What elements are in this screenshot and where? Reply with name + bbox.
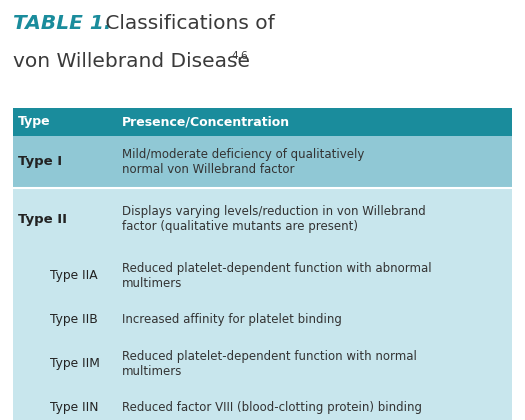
Text: Reduced platelet-dependent function with abnormal: Reduced platelet-dependent function with… [122,262,432,275]
Text: Type: Type [18,116,50,129]
Text: Increased affinity for platelet binding: Increased affinity for platelet binding [122,313,342,326]
Text: Type IIB: Type IIB [50,313,98,326]
Text: Type IIA: Type IIA [50,270,98,283]
Bar [13,390,512,420]
Text: normal von Willebrand factor: normal von Willebrand factor [122,163,295,176]
Text: Type II: Type II [18,213,67,226]
Text: Type IIN: Type IIN [50,402,99,415]
Text: Reduced factor VIII (blood-clotting protein) binding: Reduced factor VIII (blood-clotting prot… [122,402,422,415]
Text: Type I: Type I [18,155,62,168]
Bar [13,338,512,390]
Text: Presence/Concentration: Presence/Concentration [122,116,290,129]
Text: Displays varying levels/reduction in von Willebrand: Displays varying levels/reduction in von… [122,205,426,218]
Text: multimers: multimers [122,365,182,378]
Text: Classifications of: Classifications of [99,14,275,33]
Bar [13,188,512,250]
Bar [13,250,512,302]
Text: Reduced platelet-dependent function with normal: Reduced platelet-dependent function with… [122,350,417,363]
Bar [13,108,512,136]
Text: TABLE 1.: TABLE 1. [13,14,111,33]
Text: Mild/moderate deficiency of qualitatively: Mild/moderate deficiency of qualitativel… [122,148,364,161]
Text: von Willebrand Disease: von Willebrand Disease [13,52,250,71]
Bar [13,136,512,188]
Text: Type IIM: Type IIM [50,357,100,370]
Text: multimers: multimers [122,277,182,290]
Bar [13,302,512,338]
Text: factor (qualitative mutants are present): factor (qualitative mutants are present) [122,220,358,233]
Text: 4,6: 4,6 [231,51,248,61]
